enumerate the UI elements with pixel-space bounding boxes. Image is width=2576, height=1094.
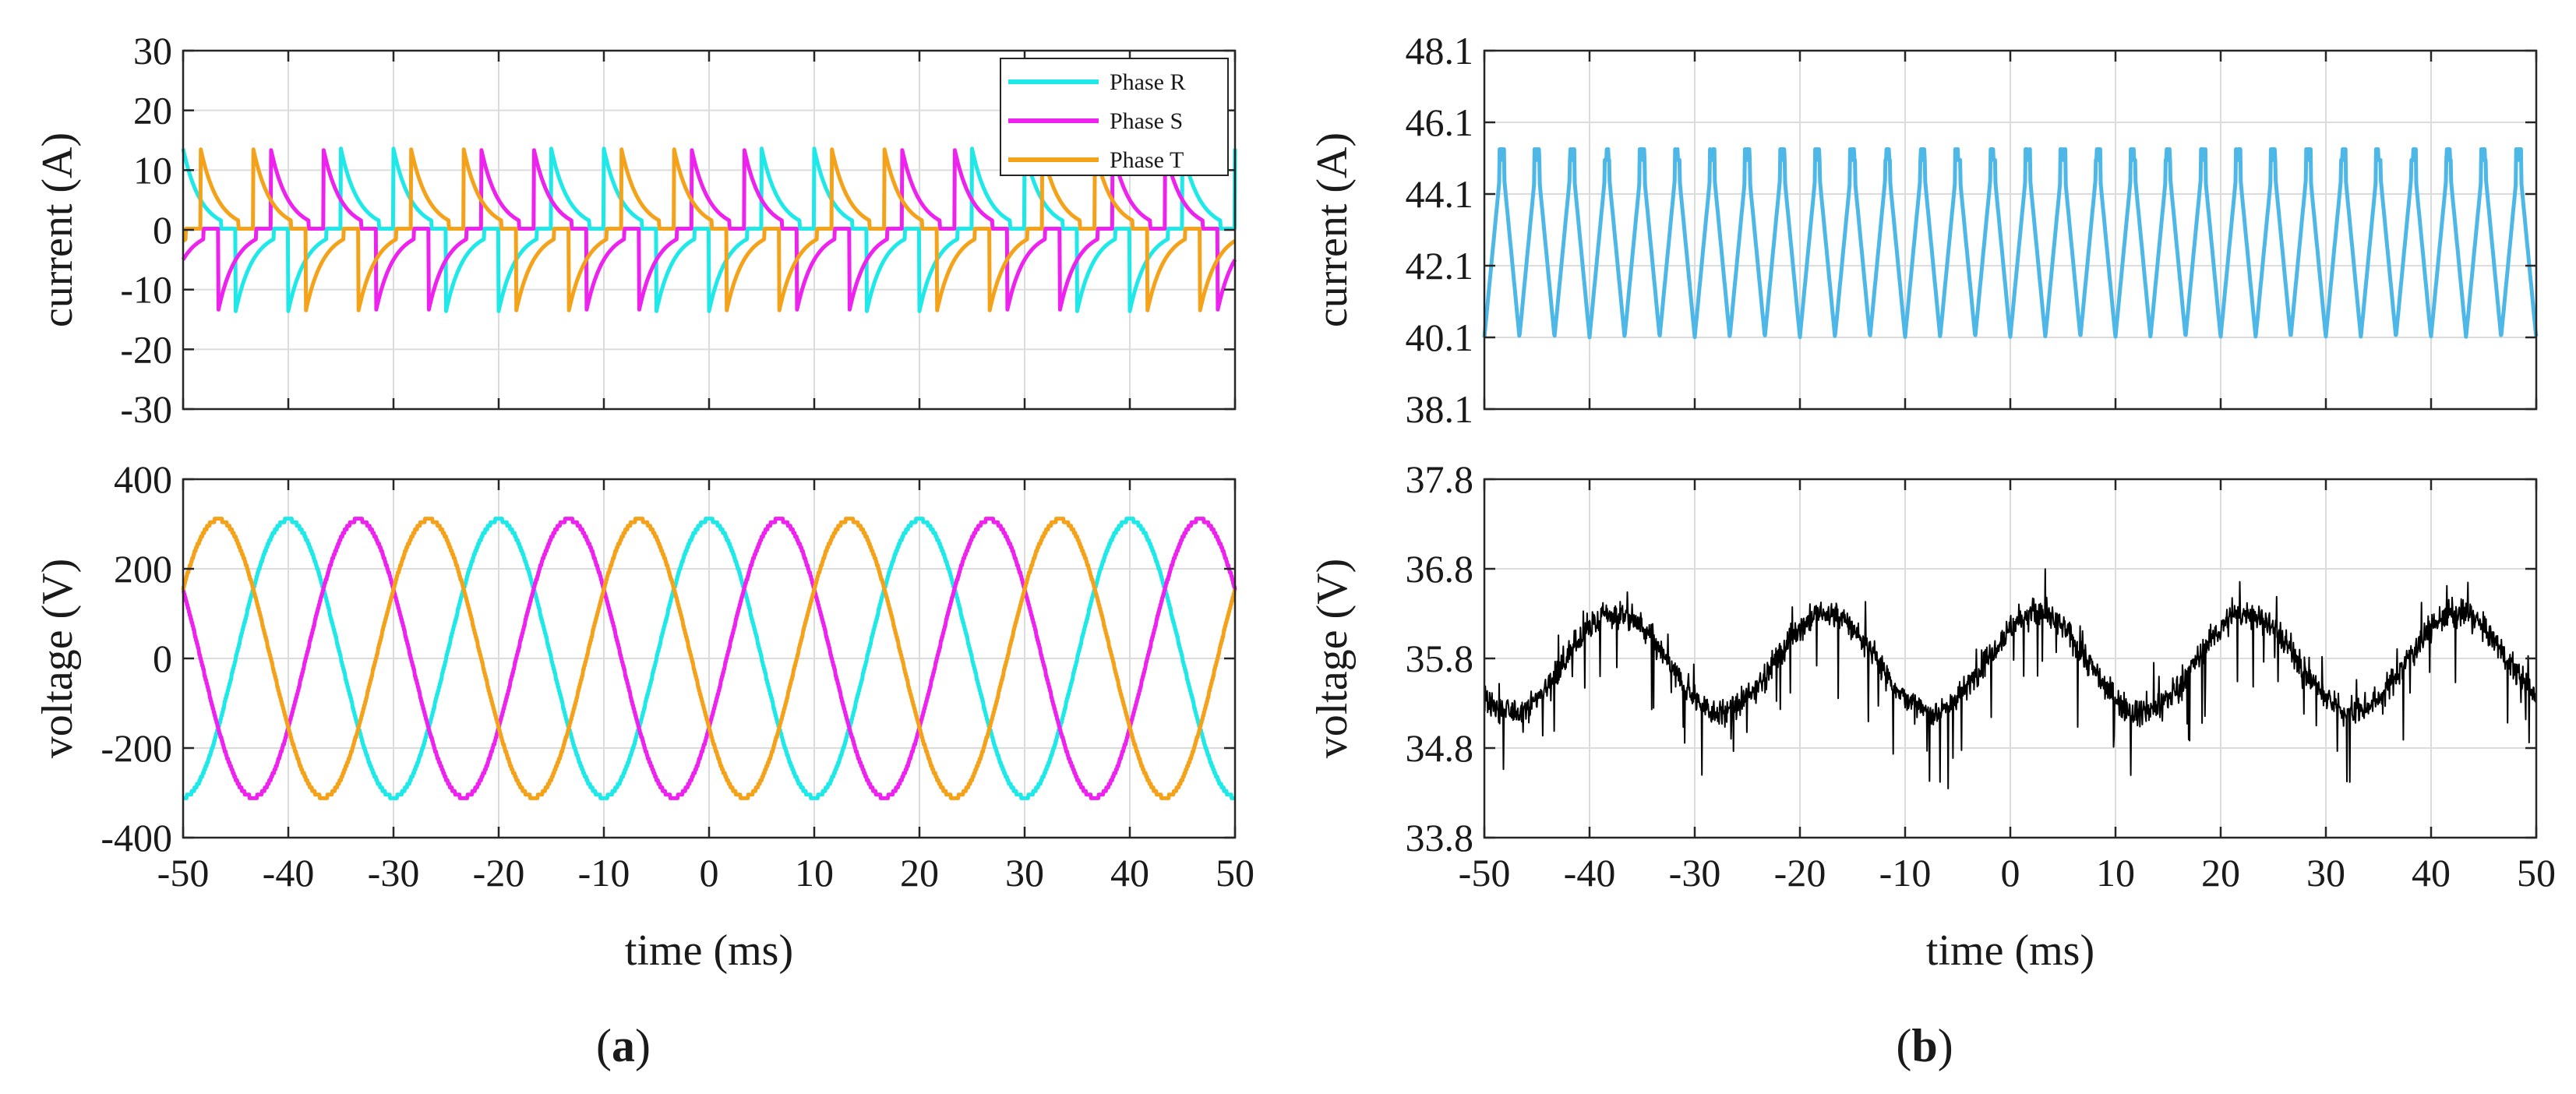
x-tick-label: -20 bbox=[1774, 851, 1826, 895]
series-line-phase-r bbox=[181, 146, 1237, 313]
y-axis-label: voltage (V) bbox=[34, 559, 82, 759]
series-line-phase-t bbox=[181, 517, 1237, 800]
y-tick-label: 400 bbox=[114, 457, 172, 501]
x-tick-label: -40 bbox=[263, 851, 315, 895]
y-tick-label: -200 bbox=[101, 726, 172, 770]
chart-b-voltage: -50 -40 -30 -20 -10 0 10 20 30 40 50 33.8 34.8 35.8 3… bbox=[1308, 457, 2556, 975]
y-tick-label: 38.1 bbox=[1406, 387, 1474, 431]
legend-box bbox=[1000, 58, 1229, 176]
y-tick-label: 30 bbox=[133, 29, 172, 72]
y-tick-label: 20 bbox=[133, 89, 172, 132]
legend-label-phase-r: Phase R bbox=[1110, 69, 1186, 95]
x-tick-label: 50 bbox=[1216, 851, 1254, 895]
panel-label-a: (a) bbox=[596, 1020, 651, 1071]
series-line-dc-voltage bbox=[1484, 568, 2537, 789]
y-axis-label: voltage (V) bbox=[1308, 559, 1357, 759]
x-tick-label: 30 bbox=[1005, 851, 1044, 895]
y-tick-label: 42.1 bbox=[1406, 244, 1474, 288]
x-tick-label: -20 bbox=[473, 851, 525, 895]
x-tick-label: -30 bbox=[1669, 851, 1721, 895]
x-tick-label: -50 bbox=[1459, 851, 1511, 895]
chart-a-current: -30 -20 -10 0 10 20 30 current (A) Phase R Pha… bbox=[34, 29, 1237, 431]
legend-label-phase-s: Phase S bbox=[1110, 108, 1183, 134]
x-tick-label: -10 bbox=[1879, 851, 1932, 895]
y-axis-label: current (A) bbox=[34, 132, 82, 327]
panel-label-b: (b) bbox=[1896, 1020, 1953, 1071]
y-tick-label: 36.8 bbox=[1406, 547, 1474, 591]
x-tick-label: 10 bbox=[2096, 851, 2135, 895]
x-tick-label: 0 bbox=[700, 851, 719, 895]
legend: Phase R Phase S Phase T bbox=[1000, 58, 1229, 176]
y-tick-label: 33.8 bbox=[1406, 816, 1474, 859]
x-tick-label: -50 bbox=[157, 851, 210, 895]
y-tick-label: -10 bbox=[120, 268, 172, 312]
series-line-phase-t bbox=[182, 147, 1237, 312]
series-line-dc-current bbox=[1482, 147, 2539, 340]
y-tick-label: 46.1 bbox=[1406, 101, 1474, 144]
x-tick-label: 20 bbox=[900, 851, 939, 895]
y-tick-label: 10 bbox=[133, 148, 172, 192]
x-tick-label: 40 bbox=[1110, 851, 1149, 895]
y-tick-label: 0 bbox=[153, 637, 172, 680]
x-axis-label: time (ms) bbox=[625, 926, 793, 975]
y-tick-label: 40.1 bbox=[1406, 316, 1474, 359]
y-tick-label: 44.1 bbox=[1406, 172, 1474, 216]
y-tick-label: 37.8 bbox=[1406, 457, 1474, 501]
x-tick-label: 20 bbox=[2201, 851, 2240, 895]
y-tick-label: -30 bbox=[120, 387, 172, 431]
y-tick-label: -400 bbox=[101, 816, 172, 859]
y-tick-label: 48.1 bbox=[1406, 29, 1474, 72]
x-tick-label: 0 bbox=[2001, 851, 2020, 895]
x-tick-label: -30 bbox=[368, 851, 420, 895]
x-tick-label: 30 bbox=[2306, 851, 2345, 895]
x-tick-label: 10 bbox=[795, 851, 834, 895]
x-tick-label: 40 bbox=[2412, 851, 2451, 895]
y-tick-label: 200 bbox=[114, 547, 172, 591]
x-tick-label: -40 bbox=[1564, 851, 1616, 895]
y-tick-label: 0 bbox=[153, 208, 172, 252]
y-tick-label: 35.8 bbox=[1406, 637, 1474, 680]
x-tick-label: 50 bbox=[2517, 851, 2556, 895]
chart-a-voltage: -50 -40 -30 -20 -10 0 10 20 30 40 50 -400 -200 0 200 4… bbox=[34, 457, 1254, 975]
series-line-phase-s bbox=[181, 148, 1237, 312]
chart-b-current: 38.1 40.1 42.1 44.1 46.1 48.1 current (A) bbox=[1308, 29, 2539, 431]
y-axis-label: current (A) bbox=[1308, 132, 1357, 327]
x-tick-label: -10 bbox=[578, 851, 630, 895]
legend-label-phase-t: Phase T bbox=[1110, 147, 1184, 173]
x-axis-label: time (ms) bbox=[1926, 926, 2094, 975]
y-tick-label: 34.8 bbox=[1406, 726, 1474, 770]
y-tick-label: -20 bbox=[120, 327, 172, 371]
